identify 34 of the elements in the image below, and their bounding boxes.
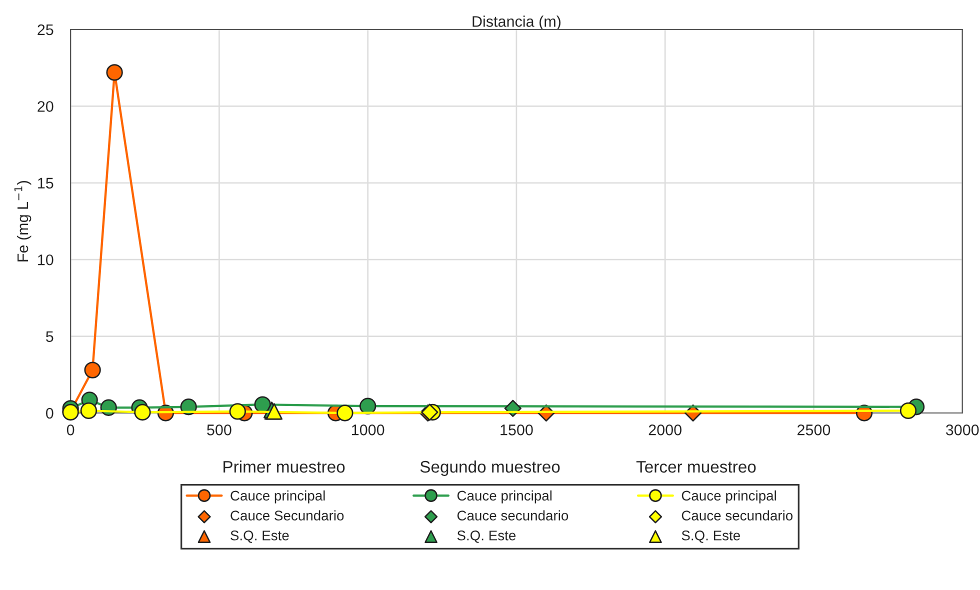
legend-label: Cauce secundario [457, 510, 568, 520]
point [80, 402, 98, 420]
x-tick-label: 1500 [500, 424, 533, 436]
point [229, 403, 246, 420]
legend-label: Cauce principal [457, 490, 552, 504]
x-tick-label: 3000 [946, 424, 979, 436]
y-tick-label: 15 [38, 178, 54, 189]
text: Primer muestreo [224, 460, 345, 473]
y-tick-label: 25 [38, 24, 54, 36]
x-tick-label: 500 [207, 424, 232, 436]
x-axis-title: Distancia (m) [472, 16, 561, 30]
x-tick-label: 1000 [352, 424, 384, 436]
point [900, 402, 917, 420]
legend-label: Cauce secundario [682, 510, 793, 520]
text: Segundo muestreo [420, 460, 560, 476]
point [134, 404, 151, 421]
legend-label: Cauce principal [230, 490, 325, 504]
legend-label: Cauce principal [682, 490, 776, 504]
x-tick-label: 0 [66, 424, 74, 436]
text: Tercer muestreo [636, 461, 756, 473]
legend-label: S.Q. Este [230, 530, 289, 543]
y-tick-label: 20 [38, 101, 54, 112]
y-tick-label: 0 [46, 408, 54, 419]
legend-label: S.Q. Este [682, 530, 740, 543]
y-tick-label: 10 [38, 254, 54, 266]
y-axis-title: Fe (mg L$^{−1}$) [14, 180, 32, 262]
point [106, 64, 123, 81]
y-tick-label: 5 [46, 331, 54, 342]
legend-label: Cauce Secundario [230, 510, 344, 520]
legend-label: S.Q. Este [457, 530, 516, 543]
point [336, 404, 354, 422]
x-tick-label: 2000 [648, 424, 682, 436]
x-tick-label: 2500 [798, 424, 830, 436]
point [84, 362, 101, 378]
